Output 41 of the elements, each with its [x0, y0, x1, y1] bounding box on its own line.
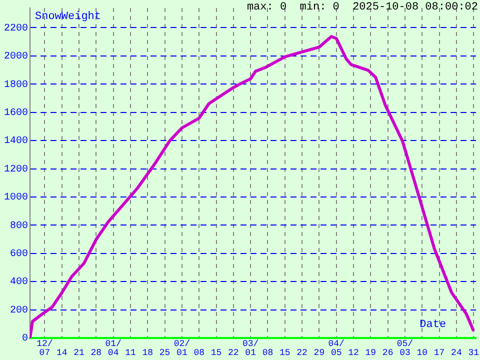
- x-tick-label: 22: [296, 348, 308, 358]
- x-tick-label: 22: [228, 348, 239, 358]
- x-tick-label: 08: [262, 348, 274, 358]
- x-tick-label: 11: [125, 348, 136, 358]
- x-tick-label: 28: [90, 348, 102, 358]
- x-tick-label: 15: [210, 348, 222, 358]
- y-tick-label: 1800: [4, 80, 28, 91]
- x-tick-label: 04/05: [328, 338, 344, 358]
- x-tick-label: 05/03: [396, 338, 414, 358]
- x-tick-label: 31: [468, 348, 480, 358]
- y-tick-label: 1600: [4, 108, 28, 119]
- x-tick-label: 29: [314, 348, 325, 358]
- y-tick-label: 1000: [4, 192, 28, 204]
- x-tick-label: 08: [194, 348, 205, 358]
- y-tick-label: 2000: [4, 52, 28, 63]
- y-tick-label: 1400: [4, 136, 28, 148]
- x-tick-label: 21: [74, 348, 84, 358]
- y-axis-title: SnowWeight: [35, 10, 102, 23]
- x-tick-label: 14: [56, 348, 68, 358]
- x-tick-label: 10: [416, 348, 428, 358]
- y-tick-label: 400: [10, 277, 28, 288]
- y-tick-label: 2200: [4, 23, 28, 34]
- x-tick-label: 03/01: [242, 338, 259, 358]
- annotation: max: 0 min: 0 2025-10-08 08:00:02: [246, 1, 478, 14]
- x-tick-label: 26: [382, 348, 394, 358]
- y-tick-label: 800: [10, 220, 28, 232]
- x-tick-label: 02/01: [174, 338, 190, 358]
- y-tick-label: 1200: [4, 164, 28, 176]
- x-tick-label: 25: [159, 348, 170, 358]
- x-tick-label: 12/07: [36, 338, 53, 358]
- y-tick-label: 0: [22, 334, 28, 345]
- x-tick-label: 01/04: [105, 338, 122, 358]
- x-axis-title: Date: [420, 318, 446, 331]
- x-tick-label: 15: [279, 348, 290, 358]
- x-tick-label: 12: [348, 348, 359, 358]
- x-tick-label: 19: [365, 348, 376, 358]
- x-tick-label: 18: [142, 348, 154, 358]
- y-tick-label: 200: [10, 305, 28, 316]
- x-tick-label: 17: [434, 348, 445, 358]
- x-tick-label: 24: [451, 348, 462, 358]
- y-tick-label: 600: [10, 249, 28, 260]
